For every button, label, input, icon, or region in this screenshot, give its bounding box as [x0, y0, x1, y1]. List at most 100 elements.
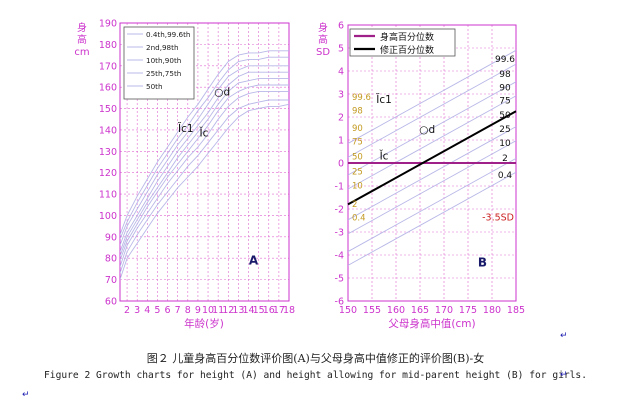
left-percentile-label: 90: [352, 124, 363, 134]
point-annotation: Ĭc1: [177, 122, 194, 135]
x-tick-label: 185: [507, 305, 525, 316]
percentile-curve-3: [120, 84, 289, 261]
left-percentile-label: 98: [352, 107, 363, 117]
percentile-curve-5: [120, 71, 289, 252]
y-tick-label: -5: [335, 274, 344, 285]
y-tick-label: 70: [105, 275, 117, 286]
x-tick-label: 6: [165, 305, 171, 316]
right-percentile-label: 10: [499, 139, 511, 149]
y-tick-label: 110: [99, 190, 117, 201]
percentile-line-2: [348, 158, 516, 252]
paragraph-mark: ↵: [560, 370, 568, 380]
right-percentile-label: 75: [499, 96, 510, 106]
legend-entry: 10th,90th: [146, 56, 181, 65]
legend-entry: 25th,75th: [146, 69, 181, 78]
percentile-curve-2: [120, 90, 289, 267]
y-tick-label: 180: [99, 40, 117, 51]
paragraph-mark: ↵: [560, 331, 568, 341]
x-tick-label: 18: [283, 305, 295, 316]
percentile-curve-0: [120, 103, 289, 280]
percentile-line-0.4: [348, 171, 516, 266]
x-tick-label: 2: [124, 305, 130, 316]
x-tick-label: 160: [387, 305, 405, 316]
percentile-line-25: [348, 126, 516, 221]
y-tick-label: 0: [338, 159, 344, 170]
x-tick-label: 13: [232, 305, 244, 316]
percentile-line-10: [348, 140, 516, 235]
threshold-label: -3.5SD: [482, 213, 514, 224]
y-axis-label: 身高 SD: [316, 21, 330, 58]
y-tick-label: 90: [105, 232, 117, 243]
y-tick-label: -4: [335, 251, 344, 262]
y-tick-label: 60: [105, 297, 117, 308]
x-tick-label: 155: [363, 305, 381, 316]
x-tick-label: 180: [483, 305, 501, 316]
percentile-line-90: [348, 81, 516, 176]
percentile-line-99.6: [348, 49, 516, 144]
x-tick-label: 175: [459, 305, 477, 316]
x-tick-label: 9: [195, 305, 201, 316]
percentile-line-75: [348, 95, 516, 190]
y-tick-label: 170: [99, 61, 117, 72]
plot-frame: [119, 22, 290, 302]
x-tick-label: 7: [175, 305, 181, 316]
caption-english: Figure 2 Growth charts for height (A) an…: [44, 370, 587, 381]
legend-entry: 2nd,98th: [146, 43, 179, 52]
panel-b-chart: -6 -5 -4 -3 -2 -1 0 1 2 3 4 5 6 150 155 160 165 170 175 180…: [335, 21, 526, 331]
y-tick-label: 4: [338, 67, 344, 78]
left-percentile-label: 10: [352, 181, 363, 191]
x-tick-label: 165: [411, 305, 429, 316]
y-tick-label: 5: [338, 44, 344, 55]
right-percentile-label: 25: [499, 125, 510, 135]
x-tick-label: 14: [242, 305, 254, 316]
percentile-curve-6: [120, 65, 289, 246]
y-tick-label: 3: [338, 90, 344, 101]
y-tick-label: 130: [99, 147, 117, 158]
panel-label: B: [478, 256, 487, 270]
x-axis-label: 年龄(岁): [184, 317, 224, 330]
point-annotation: ○d: [214, 87, 230, 99]
y-tick-label: 6: [338, 21, 344, 32]
x-tick-label: 150: [339, 305, 357, 316]
point-annotation: Ĭc1: [375, 93, 392, 106]
y-tick-label: 190: [99, 19, 117, 30]
x-tick-label: 10: [202, 305, 214, 316]
right-percentile-label: 0.4: [498, 171, 513, 181]
panel-label: A: [249, 254, 259, 268]
legend: 0.4th,99.6th 2nd,98th 10th,90th 25th,75th 50…: [123, 26, 195, 100]
right-percentile-label: 90: [499, 84, 511, 94]
y-tick-label: -1: [335, 182, 344, 193]
x-tick-label: 5: [154, 305, 160, 316]
y-tick-label: 2: [338, 113, 344, 124]
y-tick-label: 140: [99, 125, 117, 136]
left-percentile-label: 0.4: [352, 214, 366, 224]
x-axis-label: 父母身高中值(cm): [388, 317, 475, 330]
percentile-curve-1: [120, 99, 289, 274]
legend-entry: 0.4th,99.6th: [146, 30, 190, 39]
x-tick-label: 8: [185, 305, 191, 316]
x-tick-label: 17: [273, 305, 285, 316]
x-tick-label: 12: [222, 305, 234, 316]
left-percentile-label: 50: [352, 153, 363, 163]
y-axis-label: 身高 cm: [74, 21, 89, 58]
y-tick-label: -2: [335, 205, 344, 216]
point-annotation: Ĭc: [379, 150, 389, 163]
y-tick-label: 80: [105, 254, 117, 265]
percentile-curve-4: [120, 78, 289, 257]
legend-entry: 修正百分位数: [380, 44, 434, 56]
y-tick-label: 160: [99, 83, 117, 94]
corrected-percentile-line: [347, 110, 517, 206]
legend-box: [123, 26, 195, 100]
legend-entry: 50th: [146, 82, 163, 91]
x-tick-label: 4: [144, 305, 150, 316]
left-percentile-label: 25: [352, 168, 363, 178]
y-tick-label: 150: [99, 104, 117, 115]
percentile-curve-8: [120, 50, 289, 235]
panel-a-chart: 60 70 80 90 100 110 120 130 140 150 160 170 180 190 2 3…: [99, 19, 295, 331]
x-tick-label: 3: [134, 305, 140, 316]
legend-box: [349, 28, 456, 57]
y-tick-label: 120: [99, 168, 117, 179]
percentile-line-98: [348, 63, 516, 158]
